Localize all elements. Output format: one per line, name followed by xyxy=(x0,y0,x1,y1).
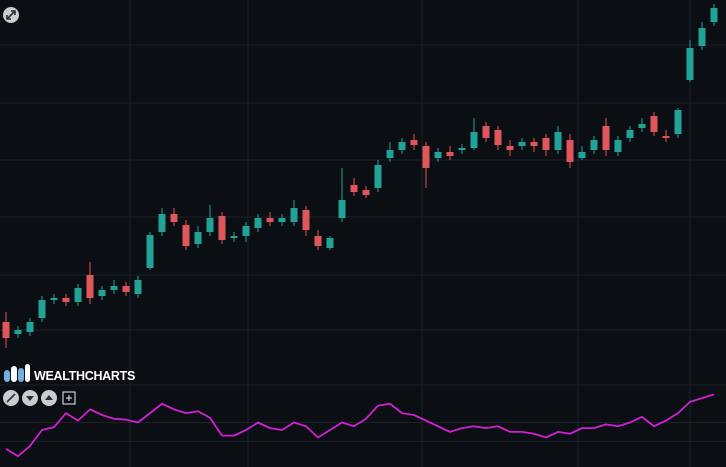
candle-body xyxy=(194,232,202,244)
add-button[interactable] xyxy=(62,391,76,405)
candle-body xyxy=(626,130,634,138)
candle-body xyxy=(458,148,466,150)
candle-body xyxy=(554,132,562,150)
candle-body xyxy=(530,142,538,146)
candle-body xyxy=(254,218,262,228)
candle-body xyxy=(470,132,478,148)
pane-button[interactable] xyxy=(3,7,19,23)
candle-body xyxy=(542,138,550,150)
candle-body xyxy=(314,236,322,246)
candle-body xyxy=(206,218,214,232)
candle-body xyxy=(698,28,706,46)
brand-name: WEALTHCHARTS xyxy=(34,369,135,383)
candle-body xyxy=(482,126,490,138)
candle-body xyxy=(110,286,118,290)
candle-body xyxy=(446,152,454,156)
candle-body xyxy=(326,238,334,248)
candle-body xyxy=(434,152,442,158)
candle-body xyxy=(386,150,394,158)
candle-body xyxy=(158,214,166,232)
candle-body xyxy=(74,288,82,302)
candle-body xyxy=(638,124,646,128)
candle-body xyxy=(98,290,106,296)
candle-body xyxy=(590,140,598,150)
candle-body xyxy=(290,208,298,222)
candle-body xyxy=(374,165,382,188)
candle-body xyxy=(134,280,142,294)
candle-body xyxy=(362,190,370,195)
candle-body xyxy=(50,298,58,300)
candle-body xyxy=(338,200,346,218)
indicator-line xyxy=(5,393,715,458)
candle-body xyxy=(122,286,130,292)
candle-body xyxy=(242,226,250,236)
candle-body xyxy=(398,142,406,150)
candle-body xyxy=(614,140,622,152)
candle-body xyxy=(494,130,502,145)
candle-body xyxy=(518,142,526,146)
move-down-button[interactable] xyxy=(22,390,38,406)
candle-body xyxy=(170,214,178,222)
candle-body xyxy=(710,8,718,22)
candle-body xyxy=(566,140,574,162)
candle-body xyxy=(506,146,514,150)
candle-body xyxy=(650,116,658,132)
candle-body xyxy=(302,210,310,230)
candle-body xyxy=(602,126,610,150)
candle-body xyxy=(350,185,358,192)
candle-body xyxy=(230,236,238,238)
candle-body xyxy=(26,322,34,332)
candle-body xyxy=(278,218,286,222)
candle-body xyxy=(218,216,226,240)
candle-body xyxy=(38,300,46,318)
candle-body xyxy=(86,275,94,298)
candle-body xyxy=(410,140,418,145)
candle-body xyxy=(422,146,430,168)
candle-body xyxy=(62,298,70,302)
candle-body xyxy=(266,218,274,222)
pane-button[interactable] xyxy=(3,390,19,406)
candle-body xyxy=(182,225,190,246)
candle-body xyxy=(662,136,670,138)
logo: WEALTHCHARTS xyxy=(4,364,135,383)
candle-body xyxy=(578,152,586,158)
candle-body xyxy=(146,235,154,268)
candle-body xyxy=(686,48,694,80)
candle-body xyxy=(2,322,10,338)
candle-body xyxy=(14,330,22,334)
candle-body xyxy=(674,110,682,134)
move-up-button[interactable] xyxy=(41,390,57,406)
